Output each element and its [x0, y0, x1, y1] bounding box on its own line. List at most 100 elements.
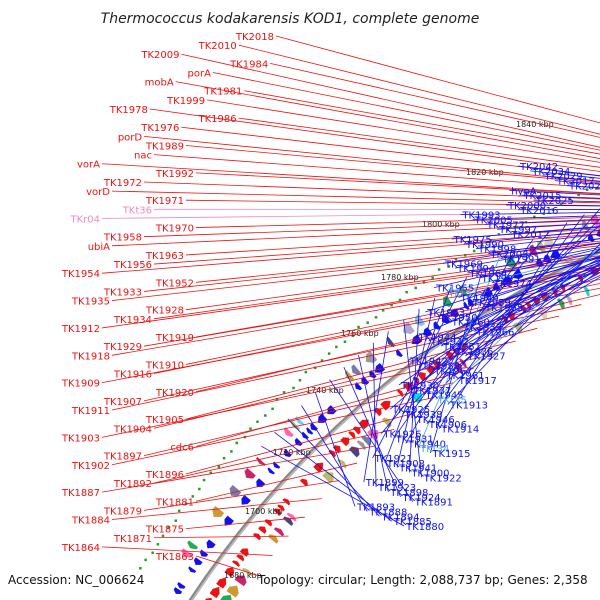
leader-line	[143, 268, 600, 347]
reverse-gene-label: TK1917	[458, 376, 497, 387]
reverse-gene-label: TK1893	[356, 503, 395, 514]
gc-dot	[357, 325, 360, 329]
tick-label: 1800 kbp	[422, 220, 460, 229]
leader-line	[111, 271, 600, 356]
leader-line	[185, 327, 538, 420]
gc-dot	[381, 309, 385, 312]
gc-dot	[202, 478, 206, 482]
gc-dot	[275, 398, 279, 401]
forward-gene-label: mobA	[145, 78, 174, 89]
forward-gene-label: TK1954	[61, 269, 100, 280]
map-title: Thermococcus kodakarensis KOD1, complete…	[101, 11, 480, 27]
reverse-gene-label: TK1913	[449, 400, 488, 411]
leader-line	[238, 44, 600, 135]
reverse-gene-label: TK1899	[365, 478, 404, 489]
leader-line	[207, 99, 600, 163]
leader-line	[398, 248, 600, 386]
forward-gene-label: TK1892	[113, 479, 152, 490]
leader-line	[270, 62, 600, 138]
reverse-gene-label: TK1990	[465, 240, 504, 251]
reverse-gene-label: TK2024	[568, 181, 600, 192]
reverse-gene-label: TK1944	[418, 332, 457, 343]
leader-line	[403, 319, 422, 478]
reverse-gene-arrow	[596, 229, 600, 237]
leader-line	[416, 259, 600, 337]
reverse-gene-label: TK1943	[426, 308, 465, 319]
reverse-cog-box	[365, 350, 378, 363]
leader-line	[314, 392, 356, 507]
gc-dot	[167, 526, 170, 529]
reverse-gene-label: TK1953	[421, 361, 460, 372]
leader-line	[185, 199, 600, 207]
gc-dot	[343, 340, 347, 343]
reverse-gene-label: TK1937	[412, 386, 451, 397]
gc-dot	[506, 228, 509, 232]
reverse-gene-arrow	[177, 581, 186, 589]
reverse-gene-label: TK1938	[403, 410, 442, 421]
forward-gene-label: TK1887	[61, 488, 100, 499]
gc-dot	[366, 321, 369, 324]
leader-line	[423, 248, 600, 395]
gc-dot	[256, 420, 259, 423]
reverse-gene-arrow	[306, 427, 314, 435]
forward-gene-label: vorD	[86, 187, 110, 198]
leader-line	[195, 216, 600, 228]
forward-gene-label: TK1971	[145, 196, 184, 207]
forward-gene-label: TK1911	[71, 406, 110, 417]
leader-line	[181, 53, 600, 148]
reverse-cog-box	[229, 484, 242, 496]
reverse-gene-label: TK1969	[444, 259, 483, 270]
gc-dot	[174, 519, 178, 522]
forward-gene-label: TK1919	[155, 333, 194, 344]
gc-dot	[335, 345, 338, 349]
reverse-gene-label: TK1908	[386, 459, 425, 470]
leader-line	[433, 248, 600, 289]
forward-gene-arrow	[313, 462, 324, 473]
leader-line	[111, 315, 560, 411]
leader-line	[238, 117, 600, 168]
reverse-gene-label: TK1998	[477, 245, 516, 256]
reverse-gene-label: TK1936	[454, 347, 493, 358]
forward-gene-label: TK1981	[203, 87, 242, 98]
gc-dot	[447, 265, 451, 268]
forward-gene-label: vorA	[77, 160, 100, 171]
leader-line	[410, 248, 600, 391]
gc-dot	[463, 254, 467, 257]
leader-line	[195, 367, 474, 447]
leader-line	[153, 255, 600, 320]
leader-line	[212, 72, 600, 151]
forward-gene-arrow	[380, 401, 391, 411]
gc-dot	[292, 386, 295, 390]
forward-gene-label: TK2009	[140, 50, 179, 61]
leader-line	[435, 246, 600, 400]
forward-gene-label: TK1905	[145, 415, 184, 426]
forward-gene-label: TK1907	[103, 397, 142, 408]
reverse-gene-label: TK1994	[456, 264, 495, 275]
reverse-gene-label: TK1942	[409, 357, 448, 368]
reverse-gene-label: TK1906	[428, 420, 467, 431]
reverse-gene-label: TK1927	[466, 352, 505, 363]
leader-line	[437, 260, 600, 318]
forward-gene-label: TK1956	[113, 260, 152, 271]
leader-line	[153, 535, 289, 539]
gc-dot	[320, 359, 324, 362]
reverse-gene-label: TK1955	[435, 284, 474, 295]
gc-dot	[209, 471, 212, 475]
forward-gene-label: TK1929	[103, 342, 142, 353]
reverse-gene-label: TK2016	[519, 206, 558, 217]
reverse-gene-label: TK1921	[374, 454, 413, 465]
forward-cog-box	[267, 534, 279, 544]
gc-dot	[271, 407, 274, 411]
reverse-gene-label: TK1951	[442, 342, 481, 353]
reverse-gene-label: TK1949	[460, 293, 499, 304]
reverse-gene-arrow	[173, 587, 183, 595]
leader-line	[111, 498, 322, 520]
gc-dot	[177, 509, 181, 513]
reverse-cog-box	[244, 467, 256, 479]
leader-line	[444, 266, 600, 376]
leader-line	[185, 278, 600, 365]
label-leader-lines	[101, 35, 600, 576]
reverse-gene-label: TK2029	[543, 172, 582, 183]
leader-line	[143, 382, 454, 457]
leader-line	[363, 331, 389, 483]
